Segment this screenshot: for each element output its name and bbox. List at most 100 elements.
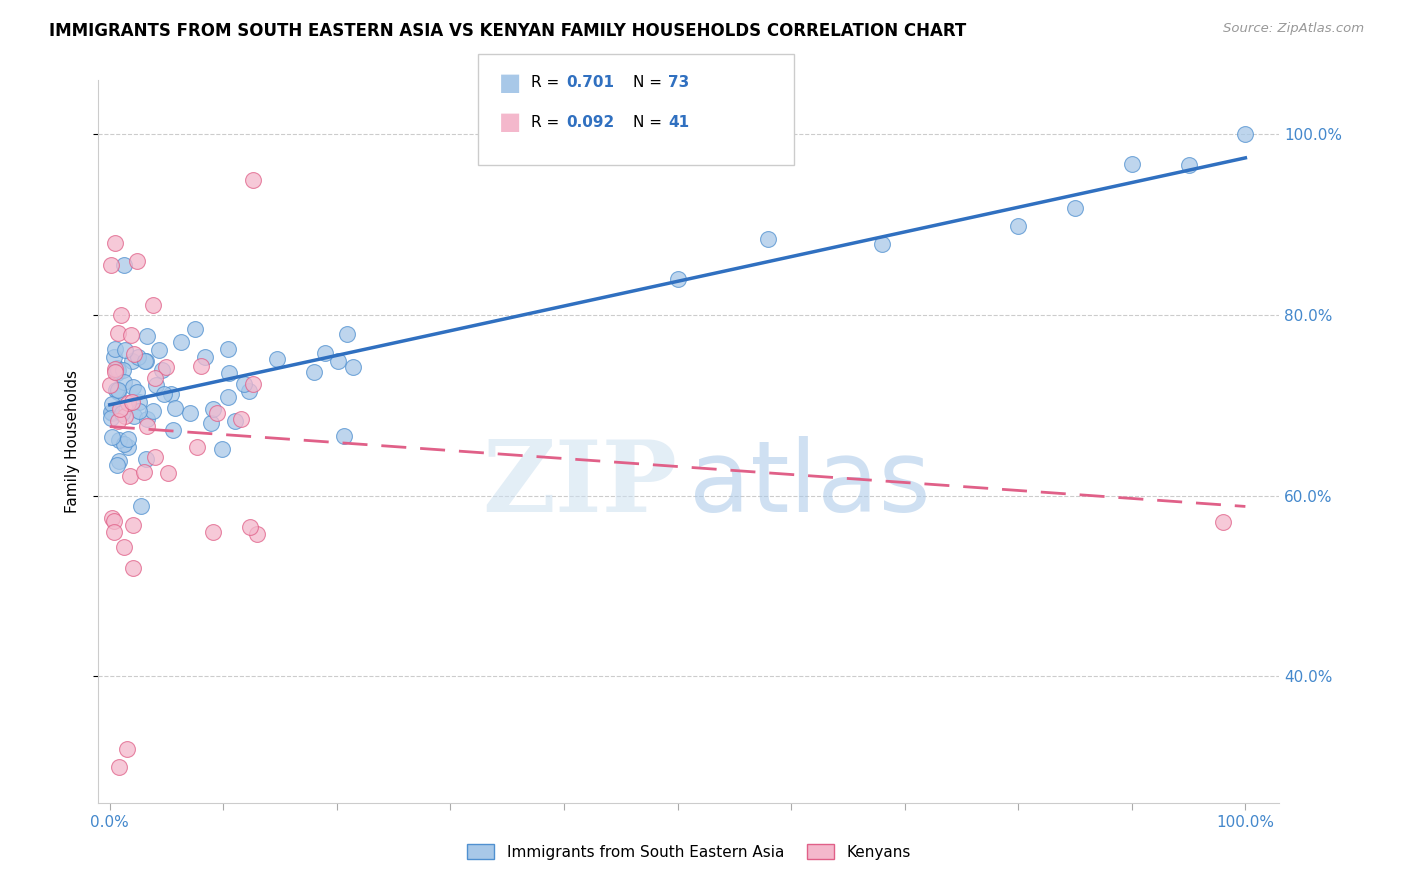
- Point: [100, 258, 122, 272]
- Point: [101, 430, 124, 444]
- Point: [314, 346, 336, 360]
- Point: [120, 327, 142, 342]
- Point: [160, 387, 183, 401]
- Point: [122, 409, 145, 424]
- Point: [145, 377, 167, 392]
- Point: [122, 561, 145, 575]
- Point: [104, 365, 127, 379]
- Point: [201, 402, 224, 417]
- Point: [155, 360, 177, 375]
- Point: [238, 384, 260, 398]
- Point: [115, 741, 138, 756]
- Point: [217, 342, 239, 356]
- Point: [98, 378, 121, 392]
- Text: atlas: atlas: [689, 436, 931, 533]
- Text: ■: ■: [499, 71, 522, 95]
- Point: [148, 343, 170, 357]
- Point: [190, 359, 212, 373]
- Point: [107, 454, 129, 468]
- Point: [870, 237, 893, 252]
- Point: [129, 500, 152, 514]
- Point: [114, 343, 136, 358]
- Point: [100, 397, 122, 411]
- Point: [332, 428, 354, 442]
- Point: [1177, 159, 1199, 173]
- Point: [143, 371, 166, 385]
- Point: [117, 432, 139, 446]
- Point: [107, 384, 129, 399]
- Point: [122, 347, 145, 361]
- Point: [266, 352, 288, 367]
- Text: 41: 41: [668, 115, 689, 129]
- Text: ■: ■: [499, 111, 522, 134]
- Point: [105, 360, 128, 375]
- Point: [128, 404, 150, 418]
- Point: [125, 254, 148, 268]
- Point: [110, 308, 132, 322]
- Point: [104, 384, 127, 398]
- Point: [107, 414, 129, 428]
- Point: [100, 410, 122, 425]
- Point: [194, 350, 217, 364]
- Point: [107, 383, 129, 397]
- Point: [108, 760, 131, 774]
- Point: [170, 334, 193, 349]
- Point: [105, 366, 128, 380]
- Text: N =: N =: [633, 115, 666, 129]
- Text: N =: N =: [633, 76, 666, 90]
- Point: [103, 351, 125, 365]
- Point: [336, 327, 359, 342]
- Point: [135, 451, 157, 466]
- Point: [112, 363, 135, 377]
- Point: [200, 417, 222, 431]
- Point: [142, 403, 165, 417]
- Text: ZIP: ZIP: [482, 436, 678, 533]
- Point: [302, 365, 325, 379]
- Text: R =: R =: [531, 115, 565, 129]
- Point: [136, 329, 159, 343]
- Point: [135, 354, 157, 368]
- Point: [107, 362, 129, 376]
- Point: [117, 440, 139, 454]
- Point: [211, 442, 233, 456]
- Point: [342, 360, 364, 375]
- Point: [143, 450, 166, 464]
- Point: [104, 235, 127, 250]
- Point: [1007, 219, 1029, 234]
- Point: [105, 458, 128, 472]
- Point: [104, 342, 127, 356]
- Point: [205, 406, 228, 420]
- Point: [136, 412, 159, 426]
- Point: [1121, 157, 1143, 171]
- Point: [229, 412, 252, 426]
- Point: [121, 517, 143, 532]
- Point: [239, 520, 262, 534]
- Point: [201, 525, 224, 540]
- Point: [128, 395, 150, 409]
- Point: [162, 423, 184, 437]
- Point: [100, 405, 122, 419]
- Point: [118, 469, 141, 483]
- Point: [179, 406, 201, 420]
- Point: [112, 375, 135, 389]
- Point: [134, 353, 156, 368]
- Point: [218, 367, 240, 381]
- Text: IMMIGRANTS FROM SOUTH EASTERN ASIA VS KENYAN FAMILY HOUSEHOLDS CORRELATION CHART: IMMIGRANTS FROM SOUTH EASTERN ASIA VS KE…: [49, 22, 966, 40]
- Point: [153, 387, 176, 401]
- Point: [121, 354, 143, 368]
- Point: [112, 258, 135, 272]
- Point: [666, 272, 689, 286]
- Point: [186, 440, 208, 454]
- Point: [150, 363, 173, 377]
- Text: R =: R =: [531, 76, 565, 90]
- Point: [217, 390, 239, 404]
- Point: [111, 406, 134, 420]
- Point: [125, 385, 148, 400]
- Point: [108, 402, 131, 417]
- Point: [112, 437, 135, 451]
- Point: [242, 172, 264, 186]
- Text: 73: 73: [668, 76, 689, 90]
- Point: [224, 414, 246, 428]
- Text: Source: ZipAtlas.com: Source: ZipAtlas.com: [1223, 22, 1364, 36]
- Point: [103, 524, 125, 539]
